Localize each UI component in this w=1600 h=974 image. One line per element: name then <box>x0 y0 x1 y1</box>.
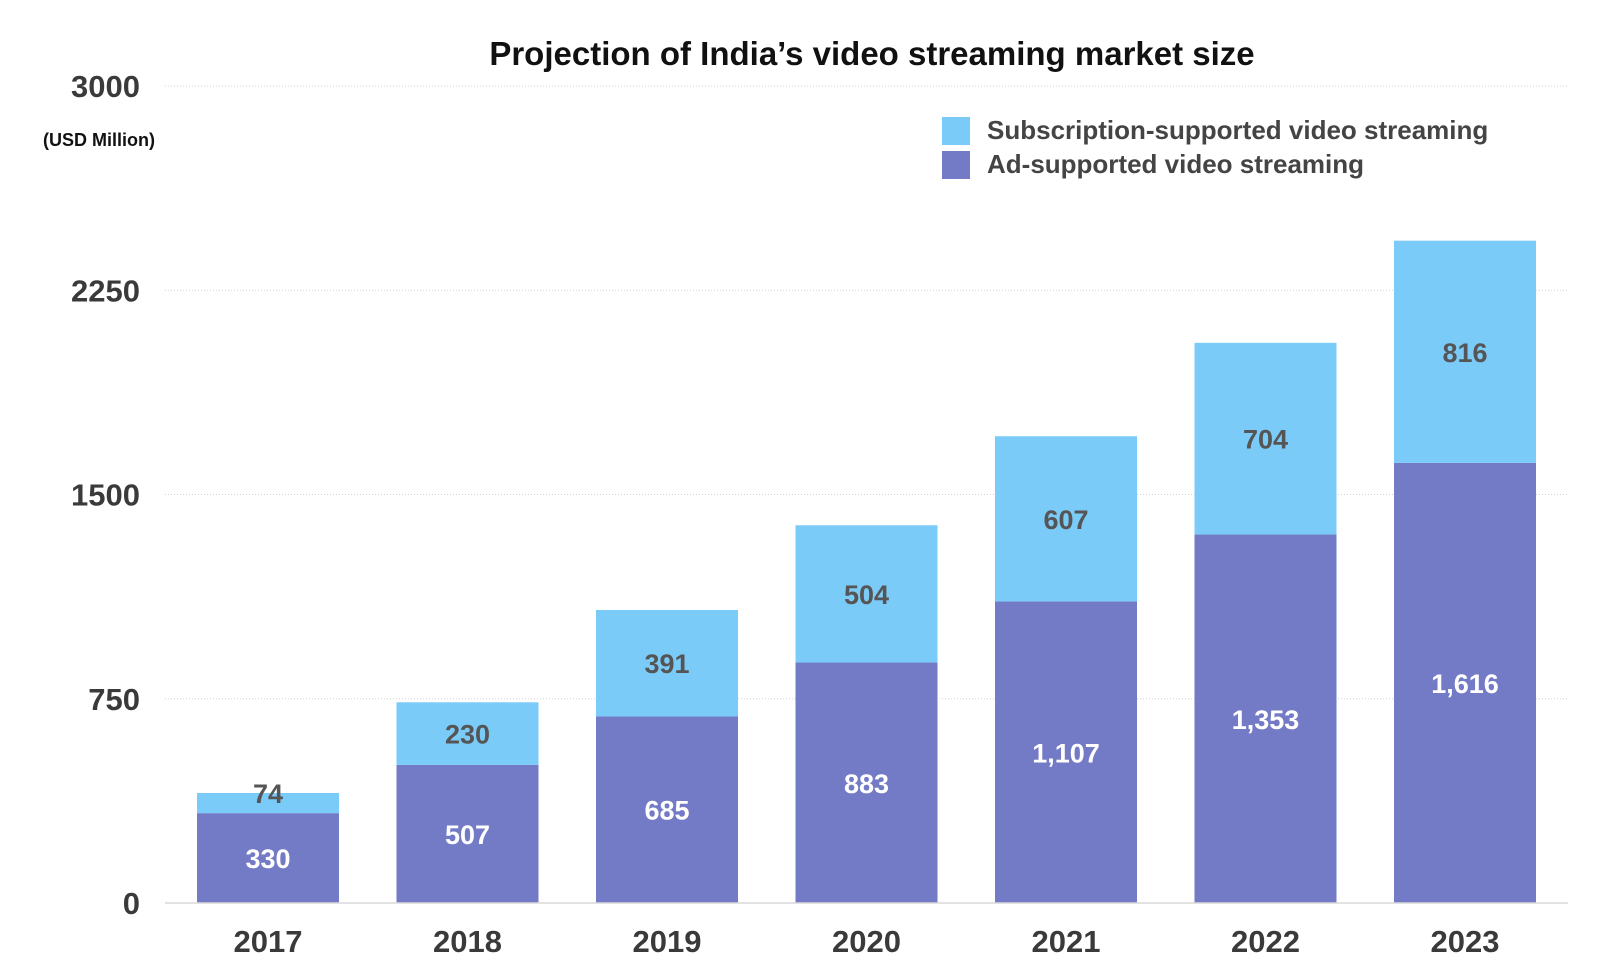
bars: 330 74 507 230 685 391 883 504 1,107 607 1,353 704 1… <box>197 240 1536 903</box>
y-axis-unit-label: (USD Million) <box>43 130 155 150</box>
bar-ad-supported-2020 <box>795 662 938 903</box>
bar-subscription-2023 <box>1394 240 1536 463</box>
y-tick-label: 750 <box>88 682 140 717</box>
bar-ad-supported-2021 <box>995 601 1137 903</box>
x-tick-label: 2022 <box>1231 924 1300 959</box>
bar-subscription-2021 <box>995 436 1137 602</box>
bar-ad-supported-2017 <box>197 813 339 903</box>
legend-item: Ad-supported video streaming <box>942 149 1364 179</box>
legend-label: Subscription-supported video streaming <box>987 115 1488 145</box>
data-label: 883 <box>844 769 889 799</box>
x-tick-label: 2023 <box>1431 924 1500 959</box>
data-label: 391 <box>644 649 689 679</box>
x-tick-label: 2020 <box>832 924 901 959</box>
axes: 0 750 1500 2250 3000 2017 2018 2019 2020 2021 2022… <box>71 69 1568 959</box>
x-tick-label: 2021 <box>1032 924 1101 959</box>
bar-ad-supported-2019 <box>596 716 738 903</box>
data-label: 1,353 <box>1232 705 1300 735</box>
y-tick-label: 1500 <box>71 478 140 513</box>
legend-swatch <box>942 151 970 179</box>
legend: Subscription-supported video streaming Ad… <box>942 115 1488 179</box>
data-label: 816 <box>1442 338 1487 368</box>
x-tick-label: 2017 <box>234 924 303 959</box>
y-tick-label: 3000 <box>71 69 140 104</box>
data-label: 704 <box>1243 425 1288 455</box>
data-label: 1,616 <box>1431 669 1499 699</box>
bar-subscription-2017 <box>197 792 339 814</box>
bar-subscription-2022 <box>1194 342 1337 535</box>
bar-ad-supported-2022 <box>1194 534 1337 903</box>
data-label: 330 <box>245 844 290 874</box>
legend-label: Ad-supported video streaming <box>987 149 1364 179</box>
y-tick-label: 2250 <box>71 273 140 308</box>
data-label: 230 <box>445 720 490 750</box>
data-label: 504 <box>844 580 889 610</box>
chart-title: Projection of India’s video streaming ma… <box>489 35 1254 72</box>
legend-item: Subscription-supported video streaming <box>942 115 1488 145</box>
x-tick-label: 2018 <box>433 924 502 959</box>
data-label: 607 <box>1043 505 1088 535</box>
y-tick-label: 0 <box>123 886 140 921</box>
x-tick-label: 2019 <box>633 924 702 959</box>
legend-swatch <box>942 117 970 145</box>
data-label: 1,107 <box>1032 738 1100 768</box>
bar-ad-supported-2018 <box>396 764 539 903</box>
data-label: 685 <box>644 796 689 826</box>
data-label: 74 <box>253 779 283 809</box>
data-label: 507 <box>445 820 490 850</box>
bar-subscription-2018 <box>396 702 539 765</box>
bar-ad-supported-2023 <box>1394 462 1536 903</box>
bar-subscription-2020 <box>795 525 938 663</box>
bar-subscription-2019 <box>596 609 738 717</box>
